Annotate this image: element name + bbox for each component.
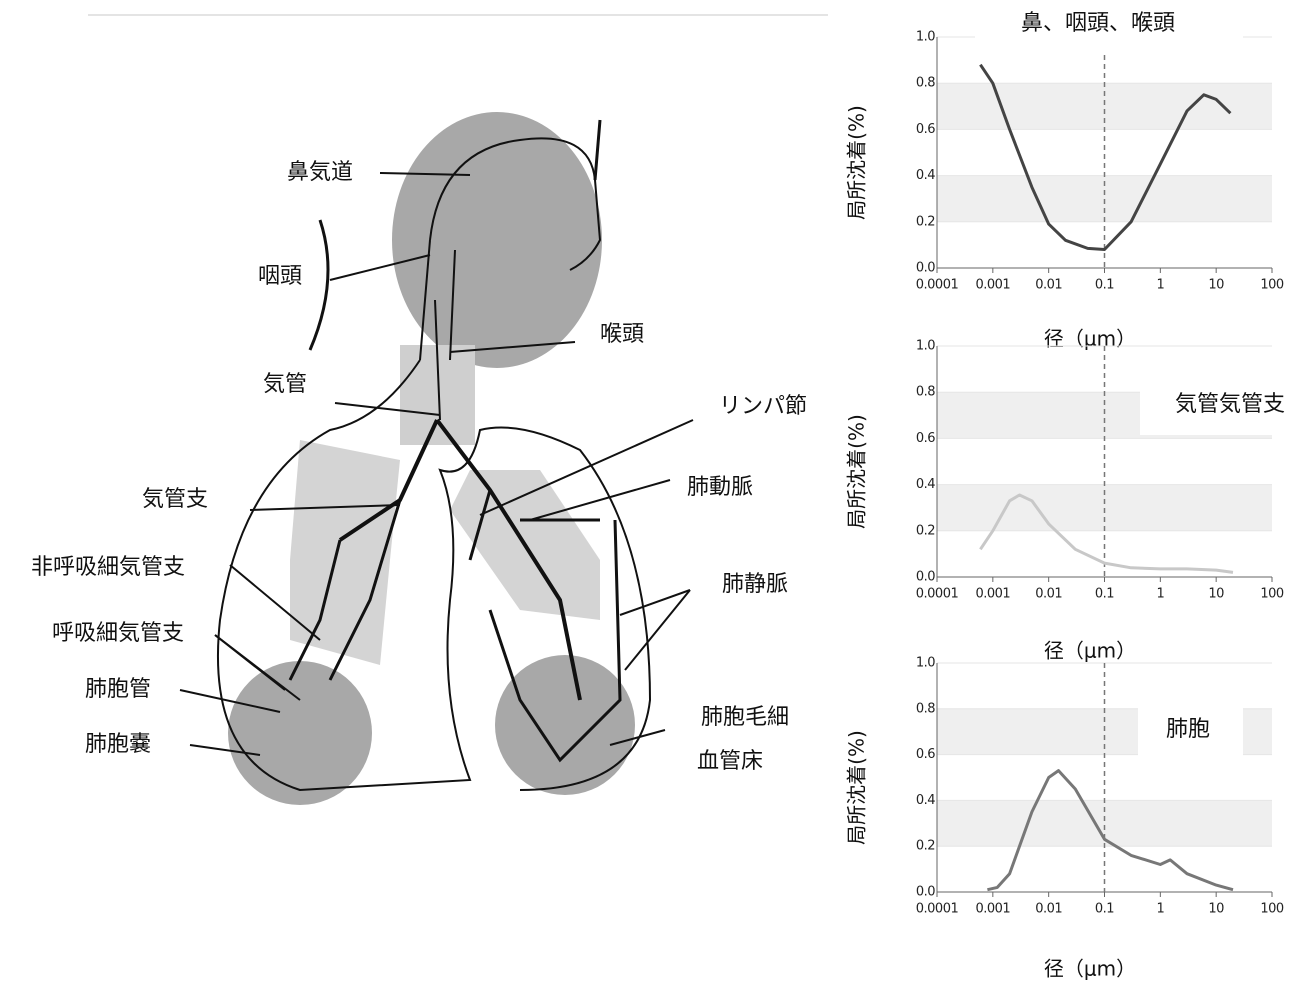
organ-label: 肺胞嚢 <box>85 732 151 757</box>
x-tick-label: 10 <box>1208 902 1224 917</box>
y-tick-label: 0.8 <box>916 76 935 91</box>
x-tick-label: 10 <box>1208 587 1224 602</box>
organ-label: 鼻気道 <box>287 160 353 185</box>
x-tick-label: 0.01 <box>1035 902 1062 917</box>
x-tick-label: 0.001 <box>975 587 1010 602</box>
x-tick-label: 0.01 <box>1035 278 1062 293</box>
x-tick-label: 0.1 <box>1095 587 1114 602</box>
y-tick-label: 0.0 <box>916 261 935 276</box>
organ-label: 血管床 <box>697 749 763 774</box>
x-tick-label: 0.01 <box>1035 587 1062 602</box>
y-tick-label: 1.0 <box>916 656 935 671</box>
organ-label: 肺静脈 <box>722 572 788 597</box>
organ-label: 非呼吸細気管支 <box>31 555 185 580</box>
chart-title: 鼻、咽頭、喉頭 <box>1021 11 1175 36</box>
x-tick-label: 0.001 <box>975 278 1010 293</box>
organ-label: 肺胞管 <box>85 677 151 702</box>
organ-label: 肺胞毛細 <box>701 705 789 730</box>
y-tick-label: 1.0 <box>916 30 935 45</box>
y-tick-label: 0.2 <box>916 523 935 538</box>
y-axis-label: 局所沈着(%) <box>845 414 869 529</box>
y-tick-label: 0.8 <box>916 385 935 400</box>
organ-label: 呼吸細気管支 <box>52 621 184 646</box>
organ-label: リンパ節 <box>719 394 807 419</box>
chart-title: 肺胞 <box>1166 717 1210 742</box>
organ-label: 咽頭 <box>258 264 302 289</box>
y-tick-label: 0.6 <box>916 122 935 137</box>
anatomy-drawing <box>218 112 650 805</box>
chart-title: 気管気管支 <box>1175 392 1285 417</box>
x-tick-label: 0.1 <box>1095 902 1114 917</box>
x-tick-label: 100 <box>1260 278 1284 293</box>
y-axis-label: 局所沈着(%) <box>845 730 869 845</box>
y-tick-label: 0.2 <box>916 839 935 854</box>
y-tick-label: 1.0 <box>916 339 935 354</box>
x-tick-label: 0.0001 <box>916 902 959 917</box>
x-axis-label: 径（μm） <box>1044 957 1136 981</box>
chart: 0.0 0.2 0.4 0.6 0.8 1.0 0.0001 0.001 0.01 0.1 1 10 1… <box>845 2 1284 351</box>
x-tick-label: 1 <box>1156 902 1164 917</box>
chart: 0.0 0.2 0.4 0.6 0.8 1.0 0.0001 0.001 0.01 0.1 1 10 1… <box>845 656 1284 981</box>
y-tick-label: 0.0 <box>916 570 935 585</box>
y-tick-label: 0.8 <box>916 701 935 716</box>
organ-label: 喉頭 <box>600 322 644 347</box>
organ-label: 肺動脈 <box>687 475 753 500</box>
x-tick-label: 100 <box>1260 587 1284 602</box>
x-tick-label: 100 <box>1260 902 1284 917</box>
y-tick-label: 0.0 <box>916 885 935 900</box>
organ-label: 気管 <box>263 372 307 397</box>
y-tick-label: 0.6 <box>916 747 935 762</box>
x-tick-label: 1 <box>1156 278 1164 293</box>
organ-label: 気管支 <box>142 487 208 512</box>
x-tick-label: 0.1 <box>1095 278 1114 293</box>
x-axis-label: 径（μm） <box>1044 639 1136 663</box>
figure: 鼻気道咽頭喉頭気管リンパ節気管支 肺動脈非呼吸細気管支肺静脈呼吸細気管支肺胞管肺胞… <box>0 0 1310 986</box>
x-tick-label: 0.0001 <box>916 587 959 602</box>
x-tick-label: 1 <box>1156 587 1164 602</box>
y-axis-label: 局所沈着(%) <box>845 105 869 220</box>
x-tick-label: 10 <box>1208 278 1224 293</box>
y-tick-label: 0.2 <box>916 214 935 229</box>
y-tick-label: 0.6 <box>916 431 935 446</box>
y-tick-label: 0.4 <box>916 168 935 183</box>
y-tick-label: 0.4 <box>916 477 935 492</box>
x-tick-label: 0.001 <box>975 902 1010 917</box>
x-tick-label: 0.0001 <box>916 278 959 293</box>
chart: 0.0 0.2 0.4 0.6 0.8 1.0 0.0001 0.001 0.01 0.1 1 10 1… <box>845 339 1310 663</box>
y-tick-label: 0.4 <box>916 793 935 808</box>
x-axis-label: 径（μm） <box>1044 327 1136 351</box>
